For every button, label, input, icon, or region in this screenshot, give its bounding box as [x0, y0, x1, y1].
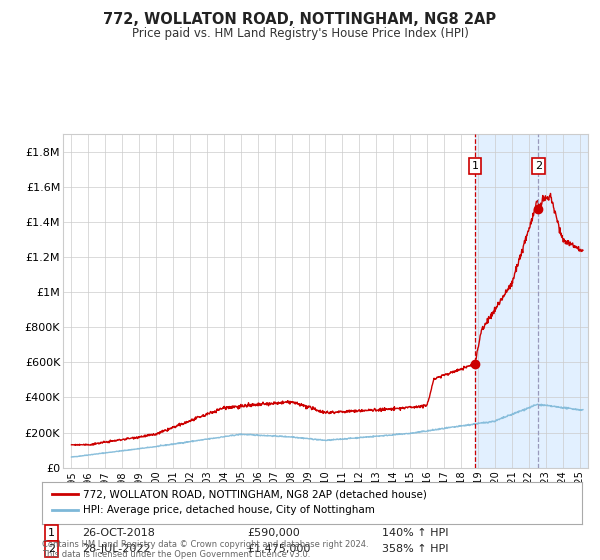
Text: 1: 1 — [472, 161, 478, 171]
Text: Price paid vs. HM Land Registry's House Price Index (HPI): Price paid vs. HM Land Registry's House … — [131, 27, 469, 40]
Text: Contains HM Land Registry data © Crown copyright and database right 2024.
This d: Contains HM Land Registry data © Crown c… — [42, 540, 368, 559]
Text: 1: 1 — [48, 528, 55, 538]
Text: 28-JUL-2022: 28-JUL-2022 — [83, 544, 151, 554]
Text: 772, WOLLATON ROAD, NOTTINGHAM, NG8 2AP: 772, WOLLATON ROAD, NOTTINGHAM, NG8 2AP — [103, 12, 497, 27]
Text: 2: 2 — [48, 544, 55, 554]
Text: £590,000: £590,000 — [247, 528, 300, 538]
Text: £1,475,000: £1,475,000 — [247, 544, 311, 554]
Bar — [475, 134, 588, 468]
Legend: 772, WOLLATON ROAD, NOTTINGHAM, NG8 2AP (detached house), HPI: Average price, de: 772, WOLLATON ROAD, NOTTINGHAM, NG8 2AP … — [47, 486, 431, 519]
Text: 358% ↑ HPI: 358% ↑ HPI — [382, 544, 449, 554]
Text: 140% ↑ HPI: 140% ↑ HPI — [382, 528, 449, 538]
Text: 26-OCT-2018: 26-OCT-2018 — [83, 528, 155, 538]
Text: 2: 2 — [535, 161, 542, 171]
